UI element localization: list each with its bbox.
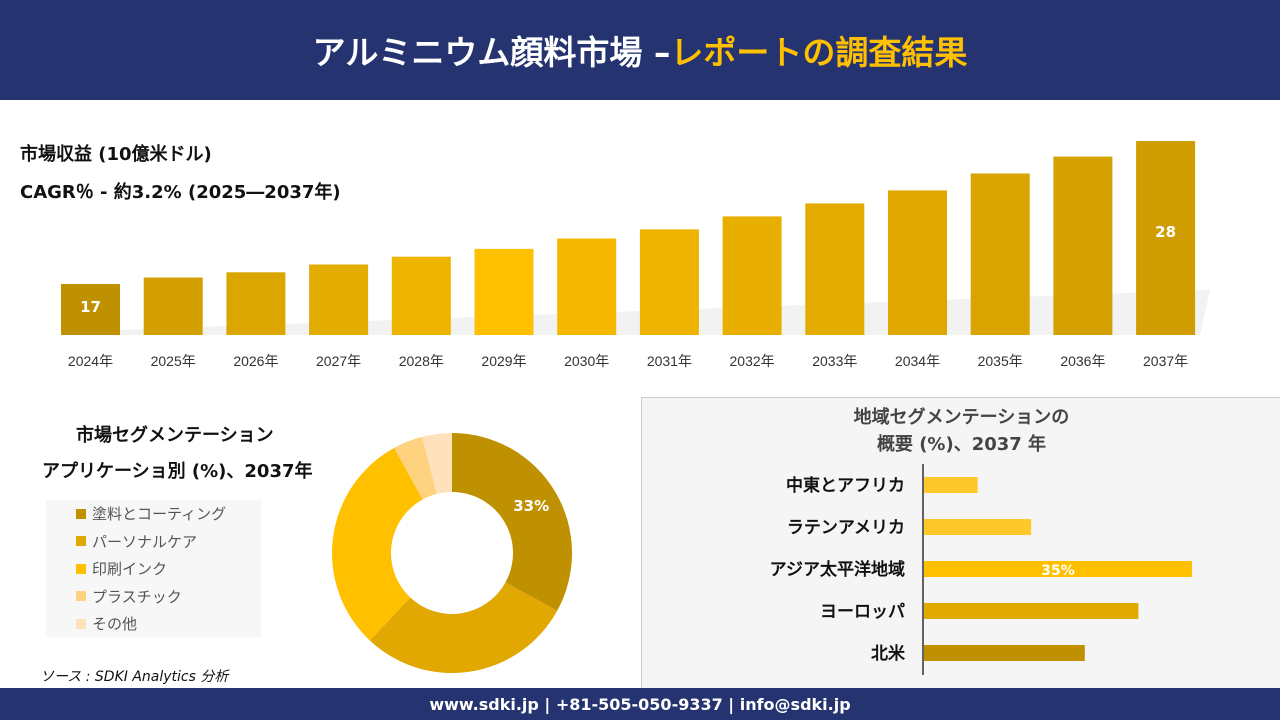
bar-data-label: 28	[1155, 223, 1176, 241]
segment-title-1: 市場セグメンテーション	[76, 425, 274, 446]
title-highlight: レポートの調査結果	[670, 33, 968, 72]
year-tick-label: 2030年	[564, 353, 609, 369]
title-main: アルミニウム顔料市場 –	[312, 33, 671, 72]
revenue-bar	[888, 190, 947, 335]
legend-item: プラスチック	[46, 583, 261, 611]
legend-swatch	[76, 563, 86, 574]
year-tick-label: 2031年	[647, 353, 692, 369]
year-tick-label: 2025年	[151, 353, 196, 369]
revenue-bar	[226, 272, 286, 335]
donut-legend: 塗料とコーティング パーソナルケア 印刷インクプラスチック その他	[46, 500, 261, 637]
year-tick-label: 2024年	[68, 353, 113, 369]
revenue-bar-chart: 2024年 17 2025年 2026年 2027年 2028年 2029年 2030年 203…	[60, 141, 1210, 369]
region-data-label: 35%	[1041, 563, 1075, 579]
region-title: 地域セグメンテーションの 概要 (%)、2037 年	[642, 404, 1280, 458]
region-bar	[924, 519, 1032, 535]
year-tick-label: 2033年	[812, 353, 857, 369]
cagr-label: CAGR％ - 約3.2% (2025―2037年)	[20, 182, 341, 203]
region-label: アジア太平洋地域	[770, 559, 905, 580]
year-tick-label: 2027年	[316, 353, 361, 369]
region-label: ヨーロッパ	[820, 602, 905, 622]
donut-slice	[422, 433, 452, 494]
legend-swatch	[76, 591, 86, 602]
legend-swatch	[76, 618, 86, 629]
donut-slice	[452, 433, 572, 611]
legend-label: パーソナルケア	[92, 532, 198, 551]
revenue-label: 市場収益 (10億米ドル)	[20, 144, 212, 165]
year-tick-label: 2026年	[233, 353, 278, 369]
donut-slice	[332, 447, 423, 641]
region-bar	[924, 645, 1085, 661]
legend-swatch	[76, 508, 86, 519]
legend-label: プラスチック	[92, 587, 182, 606]
revenue-bar	[1136, 141, 1196, 335]
year-tick-label: 2036年	[1060, 353, 1105, 369]
revenue-bar	[557, 238, 617, 335]
year-tick-label: 2028年	[399, 353, 444, 369]
donut-slice	[394, 436, 437, 500]
application-donut-chart: 33%	[332, 433, 572, 674]
year-tick-label: 2032年	[730, 353, 775, 369]
legend-item: 塗料とコーティング	[46, 500, 261, 528]
revenue-bar	[805, 203, 865, 335]
legend-item: 印刷インク	[46, 555, 261, 583]
year-tick-label: 2035年	[978, 353, 1023, 369]
legend-item: その他	[46, 610, 261, 638]
region-label: ラテンアメリカ	[787, 518, 905, 538]
year-tick-label: 2034年	[895, 353, 940, 369]
revenue-bar	[391, 256, 451, 335]
donut-slice	[369, 582, 558, 674]
legend-label: 印刷インク	[92, 560, 168, 579]
footer-contact: www.sdki.jp | +81-505-050-9337 | info@sd…	[0, 688, 1280, 720]
revenue-bar	[1053, 156, 1113, 335]
revenue-bar	[61, 284, 120, 335]
legend-swatch	[76, 536, 86, 547]
year-tick-label: 2037年	[1143, 353, 1188, 369]
region-bar	[924, 561, 1192, 577]
region-bar	[924, 603, 1139, 619]
legend-label: 塗料とコーティング	[92, 505, 227, 524]
revenue-bar	[309, 264, 369, 335]
region-label: 中東とアフリカ	[786, 475, 905, 496]
legend-item: パーソナルケア	[46, 528, 261, 556]
revenue-bar	[639, 229, 699, 335]
year-tick-label: 2029年	[481, 353, 526, 369]
region-label: 北米	[871, 643, 906, 664]
slice-data-label: 33%	[513, 497, 549, 515]
region-title-line1: 地域セグメンテーションの	[853, 407, 1070, 428]
header-banner: アルミニウム顔料市場 – レポートの調査結果	[0, 0, 1280, 100]
revenue-bar	[722, 216, 782, 335]
revenue-bar	[970, 173, 1030, 335]
region-segment-panel: 地域セグメンテーションの 概要 (%)、2037 年 中東とアフリカ ラテンアメリ…	[641, 397, 1280, 688]
region-bar	[924, 477, 978, 493]
revenue-bar	[143, 277, 203, 335]
legend-label: その他	[92, 615, 138, 634]
source-note: ソース : SDKI Analytics 分析	[40, 669, 229, 685]
region-title-line2: 概要 (%)、2037 年	[876, 434, 1047, 455]
bar-data-label: 17	[80, 298, 101, 316]
segment-title-2: アプリケーショ別 (%)、2037年	[42, 461, 313, 482]
revenue-bar	[474, 248, 534, 335]
